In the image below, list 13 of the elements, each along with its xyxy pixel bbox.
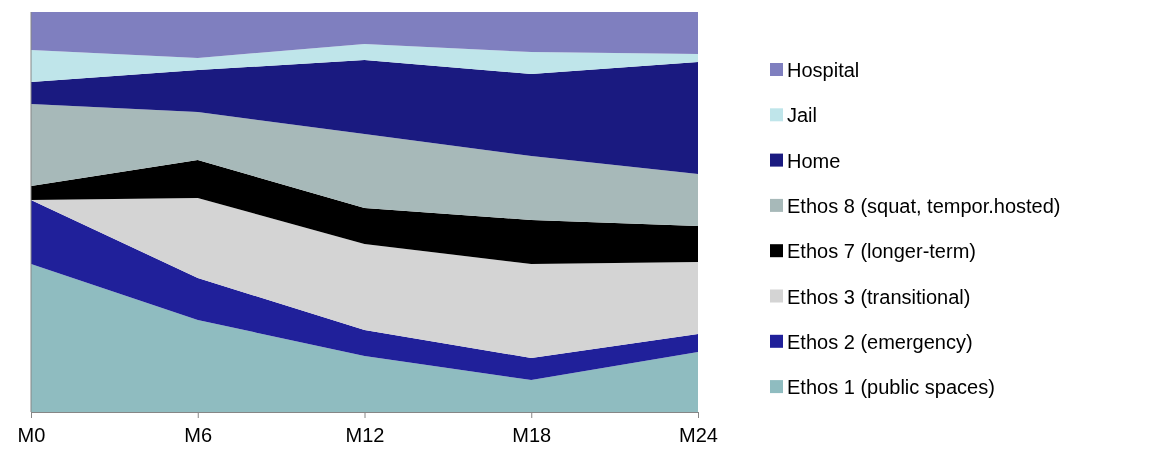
x-tick-label: M18 [512,424,552,447]
legend-label: Ethos 3 (transitional) [787,285,971,308]
legend-label: Ethos 8 (squat, tempor.hosted) [787,194,1061,217]
x-tick-label: M6 [184,424,213,447]
legend-label: Jail [787,104,818,127]
legend-label: Ethos 1 (public spaces) [787,376,995,399]
x-tick-label: M24 [679,424,718,447]
legend-label: Ethos 7 (longer-term) [787,240,976,263]
legend-label: Ethos 2 (emergency) [787,330,973,353]
x-tick-label: M12 [345,424,385,447]
legend-label: Hospital [787,59,860,81]
x-tick-label: M0 [17,424,46,447]
legend-label: Home [787,149,841,172]
